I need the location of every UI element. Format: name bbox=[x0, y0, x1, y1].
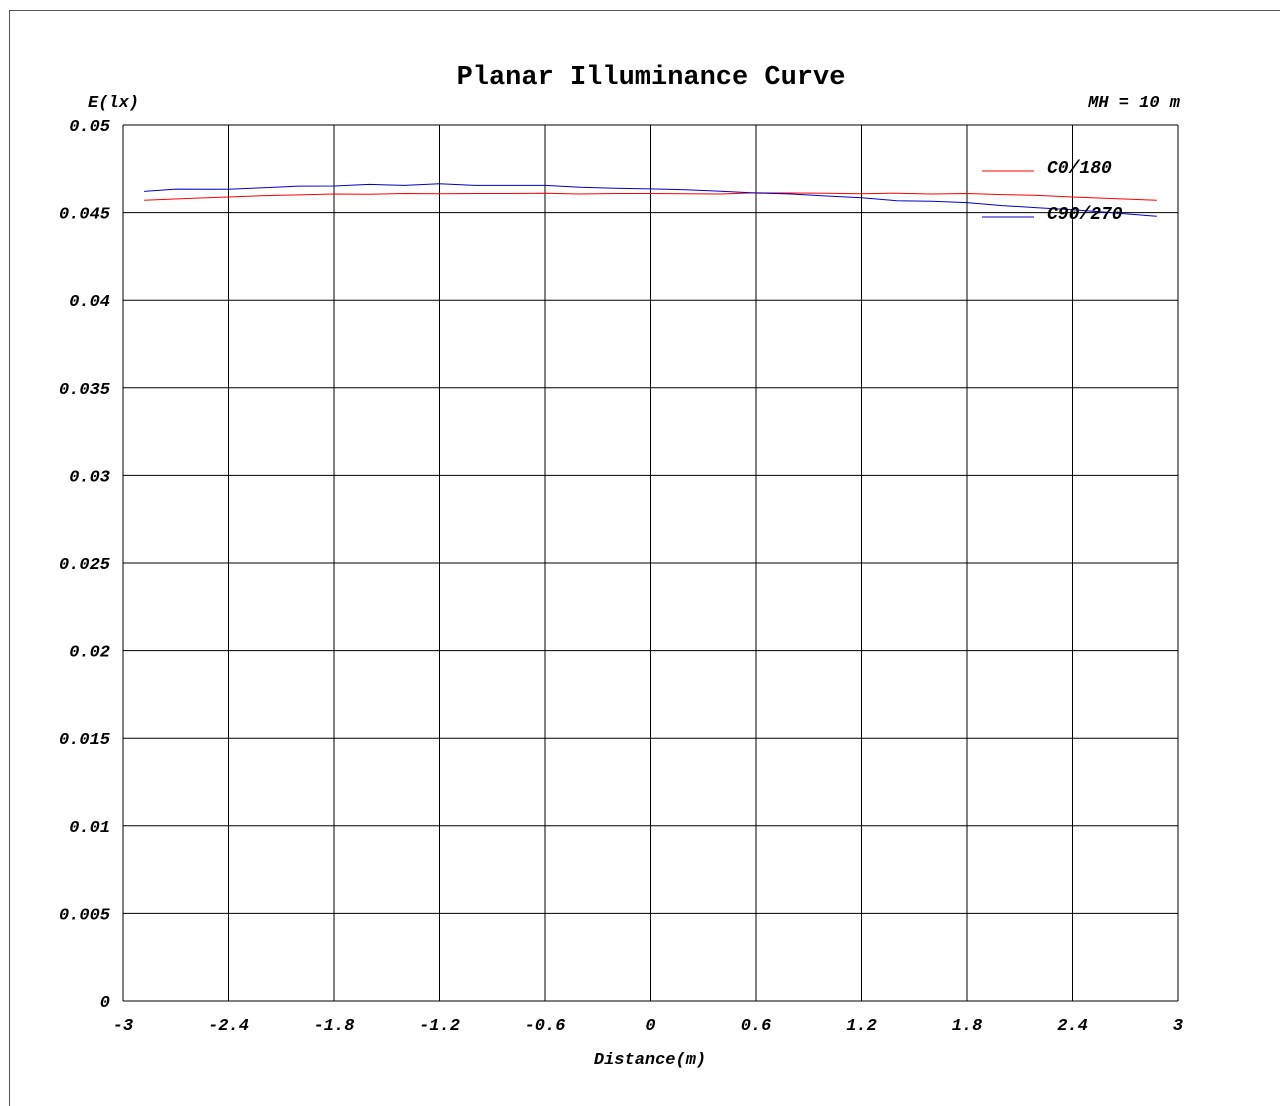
legend: C0/180 C90/270 bbox=[982, 159, 1123, 225]
x-tick-label: 0 bbox=[645, 1017, 655, 1036]
chart-frame bbox=[9, 10, 1280, 1106]
x-tick-label: -1.8 bbox=[314, 1017, 355, 1036]
x-tick-label: 3 bbox=[1173, 1017, 1183, 1036]
y-tick-label: 0.035 bbox=[59, 381, 110, 400]
y-tick-label: 0.045 bbox=[59, 206, 110, 225]
y-tick-label: 0.05 bbox=[69, 118, 110, 137]
mounting-height-annotation: MH = 10 m bbox=[1087, 94, 1181, 113]
series-line-c90-270 bbox=[144, 183, 1157, 217]
y-tick-label: 0.03 bbox=[69, 468, 110, 487]
x-tick-label: -3 bbox=[113, 1017, 133, 1036]
x-tick-label: 0.6 bbox=[741, 1017, 772, 1036]
y-tick-label: 0.02 bbox=[69, 644, 110, 663]
x-tick-label: 1.2 bbox=[846, 1017, 877, 1036]
y-axis-label: E(lx) bbox=[88, 94, 139, 113]
y-tick-label: 0 bbox=[100, 994, 110, 1013]
x-tick-label: 2.4 bbox=[1057, 1017, 1088, 1036]
x-tick-label: -2.4 bbox=[208, 1017, 249, 1036]
series-line-c0-180 bbox=[144, 192, 1157, 201]
x-tick-label: -0.6 bbox=[525, 1017, 566, 1036]
x-tick-label: -1.2 bbox=[419, 1017, 460, 1036]
y-tick-label: 0.015 bbox=[59, 731, 110, 750]
legend-label: C90/270 bbox=[1047, 205, 1123, 225]
y-tick-label: 0.01 bbox=[69, 819, 110, 838]
series-lines bbox=[144, 183, 1157, 217]
legend-label: C0/180 bbox=[1047, 159, 1112, 179]
grid bbox=[122, 124, 1179, 1002]
x-axis-label: Distance(m) bbox=[594, 1051, 706, 1070]
y-tick-label: 0.04 bbox=[69, 293, 110, 312]
chart-title: Planar Illuminance Curve bbox=[457, 63, 846, 93]
x-tick-label: 1.8 bbox=[952, 1017, 983, 1036]
y-tick-label: 0.005 bbox=[59, 906, 110, 925]
tick-labels: -3 -2.4 -1.8 -1.2 -0.6 0 0.6 1.2 1.8 2.4 3 0 0.005 0.… bbox=[59, 118, 1183, 1036]
y-tick-label: 0.025 bbox=[59, 556, 110, 575]
